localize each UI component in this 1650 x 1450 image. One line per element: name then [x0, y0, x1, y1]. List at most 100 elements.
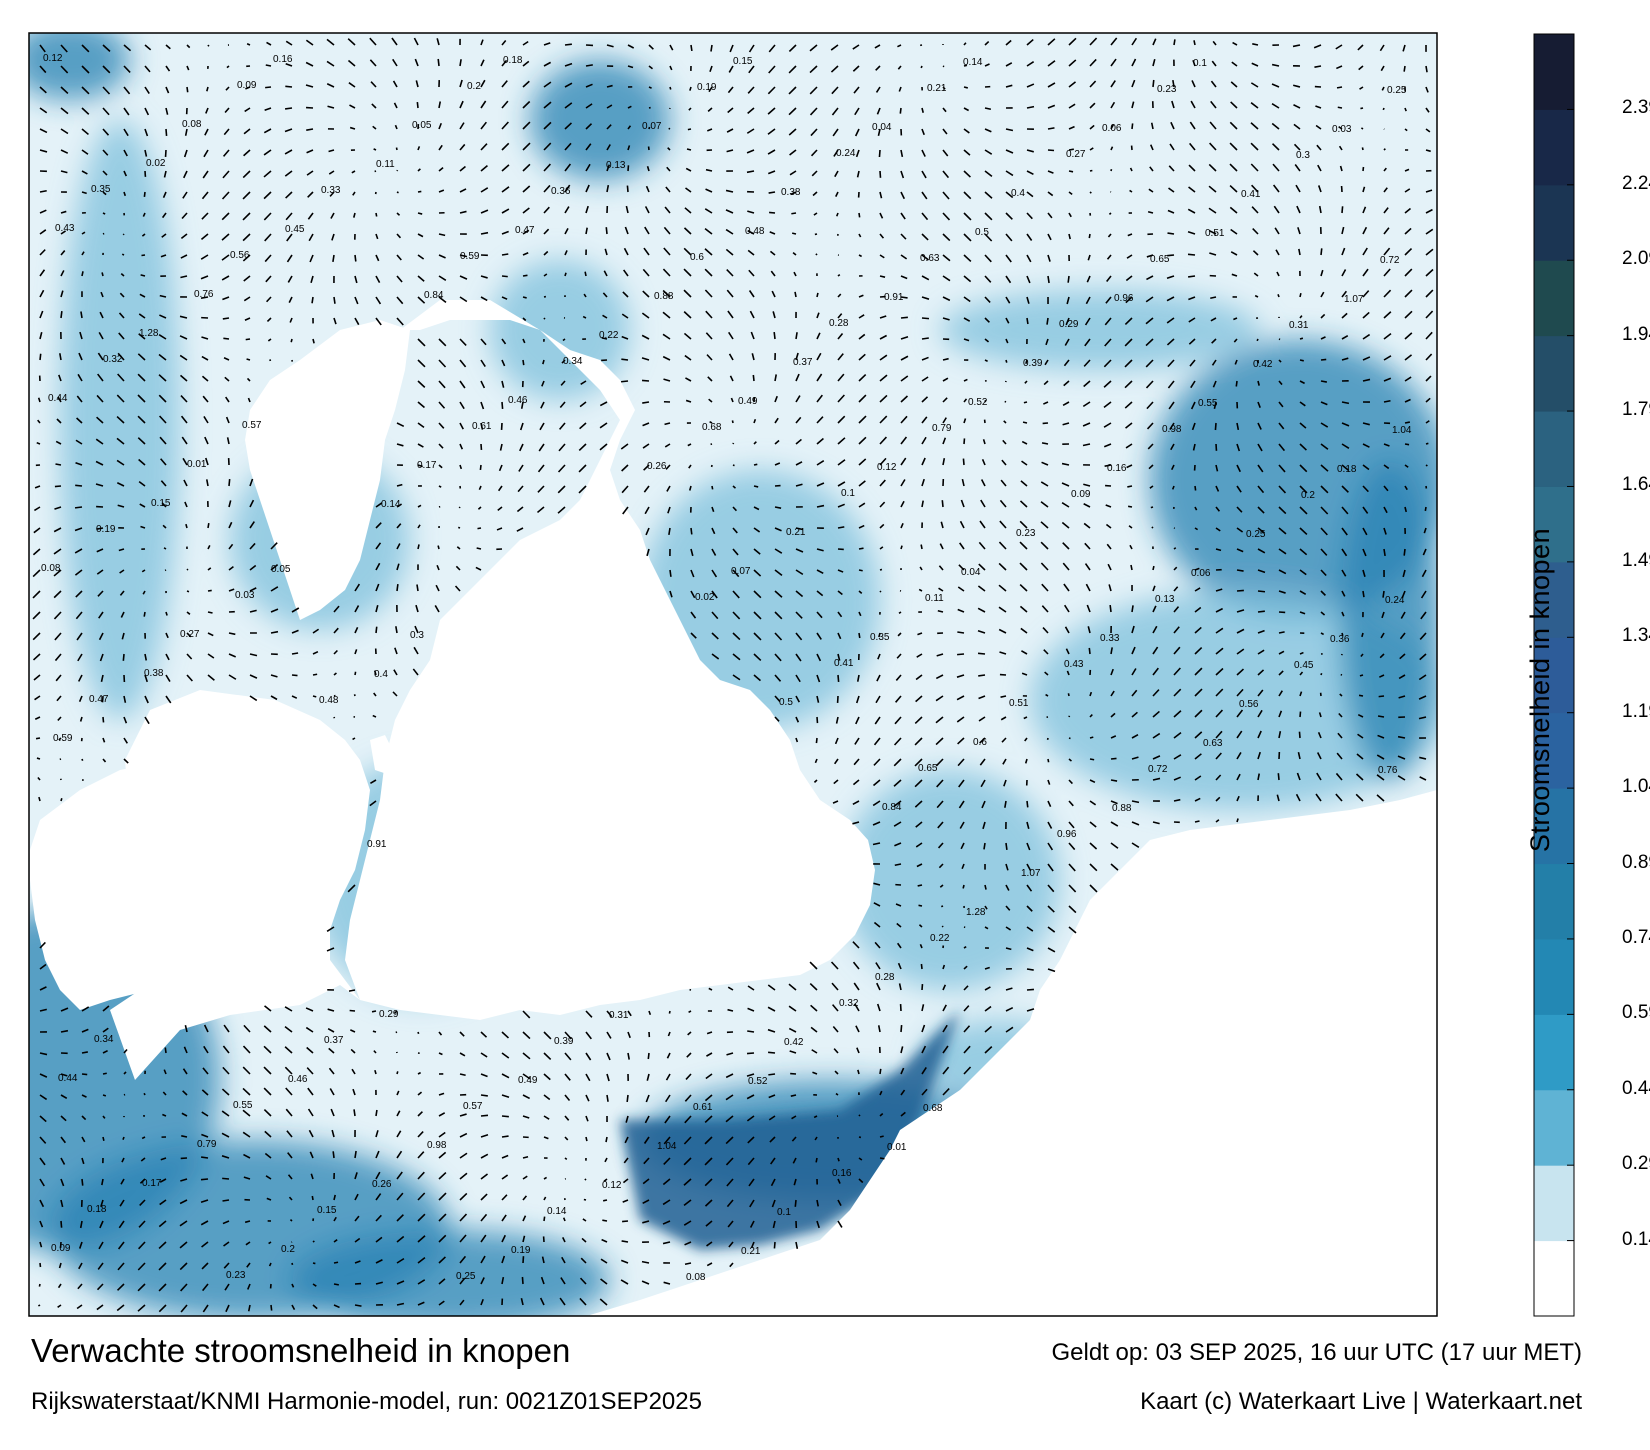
current-arrow	[75, 461, 83, 466]
current-arrow	[641, 1280, 650, 1285]
current-arrow	[330, 1108, 335, 1117]
current-arrow	[893, 800, 902, 807]
current-arrow	[1082, 401, 1091, 408]
current-arrow	[978, 563, 986, 571]
current-value-label: 0.26	[647, 461, 667, 472]
current-arrow	[263, 1045, 272, 1054]
current-arrow	[837, 373, 845, 382]
current-arrow	[872, 800, 881, 807]
current-arrow	[622, 269, 629, 277]
current-arrow	[963, 296, 971, 303]
current-arrow	[726, 289, 734, 298]
current-arrow	[1257, 610, 1265, 613]
current-arrow	[602, 292, 608, 298]
current-arrow	[1082, 443, 1091, 447]
current-arrow	[1383, 247, 1391, 256]
current-arrow	[1089, 821, 1097, 828]
current-value-label: 0.5	[975, 227, 989, 238]
current-arrow	[263, 170, 272, 178]
current-arrow	[375, 604, 379, 613]
current-arrow	[184, 501, 188, 508]
current-arrow	[39, 353, 42, 361]
current-arrow	[1236, 609, 1245, 613]
current-arrow	[642, 290, 650, 298]
current-arrow	[1194, 606, 1202, 613]
current-arrow	[877, 1025, 881, 1033]
current-arrow	[1404, 464, 1409, 468]
current-arrow	[60, 250, 66, 256]
current-arrow	[522, 142, 531, 151]
current-arrow	[852, 800, 860, 806]
current-arrow	[179, 335, 188, 340]
current-arrow	[1084, 317, 1091, 326]
current-arrow	[1131, 625, 1135, 634]
current-arrow	[265, 64, 272, 67]
current-arrow	[835, 191, 839, 197]
current-arrow	[706, 354, 713, 361]
current-arrow	[646, 1073, 650, 1081]
current-arrow	[284, 1046, 293, 1054]
current-arrow	[242, 212, 251, 221]
current-arrow	[1362, 333, 1371, 340]
current-arrow	[835, 212, 839, 217]
current-arrow	[893, 821, 902, 827]
current-arrow	[1236, 569, 1244, 572]
current-arrow	[1005, 1026, 1014, 1033]
current-arrow	[543, 1094, 551, 1101]
current-arrow	[183, 1046, 188, 1054]
current-arrow	[732, 632, 741, 641]
current-arrow	[207, 44, 210, 47]
current-arrow	[354, 1150, 357, 1159]
current-arrow	[858, 233, 862, 238]
current-arrow	[1127, 485, 1133, 488]
current-arrow	[732, 485, 737, 489]
current-arrow	[1278, 710, 1283, 718]
current-arrow	[1293, 104, 1301, 109]
current-arrow	[1169, 422, 1175, 430]
current-arrow	[1236, 628, 1245, 634]
current-arrow	[1236, 548, 1244, 553]
land-belgium-netherlands	[870, 790, 1437, 1316]
current-arrow	[979, 737, 986, 744]
current-arrow	[627, 1010, 632, 1017]
current-arrow	[137, 1304, 146, 1312]
current-arrow	[226, 65, 230, 69]
current-arrow	[752, 374, 755, 382]
current-arrow	[307, 191, 314, 198]
current-arrow	[564, 272, 567, 277]
current-arrow	[900, 375, 909, 382]
current-arrow	[998, 562, 1007, 571]
current-arrow	[264, 1152, 272, 1159]
current-arrow	[1235, 380, 1238, 387]
current-arrow	[606, 84, 613, 88]
current-arrow	[181, 212, 188, 220]
current-arrow	[181, 436, 188, 445]
current-arrow	[263, 149, 272, 156]
current-arrow	[1047, 863, 1054, 872]
current-arrow	[877, 653, 881, 660]
current-arrow	[228, 500, 232, 508]
current-arrow	[1320, 590, 1326, 596]
current-arrow	[900, 296, 908, 299]
current-arrow	[1068, 148, 1074, 151]
current-arrow	[162, 1091, 167, 1096]
current-arrow	[289, 1219, 293, 1222]
current-arrow	[200, 296, 209, 300]
current-arrow	[837, 273, 841, 277]
current-value-label: 0.32	[839, 998, 859, 1009]
current-arrow	[160, 1157, 167, 1161]
current-arrow	[687, 1031, 692, 1036]
current-arrow	[185, 523, 188, 529]
current-arrow	[57, 396, 62, 403]
current-arrow	[102, 107, 110, 116]
current-value-label: 0.76	[194, 289, 214, 300]
current-arrow	[1047, 104, 1056, 109]
current-arrow	[186, 44, 191, 49]
current-arrow	[1026, 149, 1034, 153]
current-arrow	[873, 758, 881, 766]
current-arrow	[963, 398, 968, 403]
current-arrow	[480, 121, 487, 130]
current-arrow	[665, 464, 671, 470]
current-arrow	[921, 1088, 928, 1096]
current-arrow	[854, 107, 860, 116]
